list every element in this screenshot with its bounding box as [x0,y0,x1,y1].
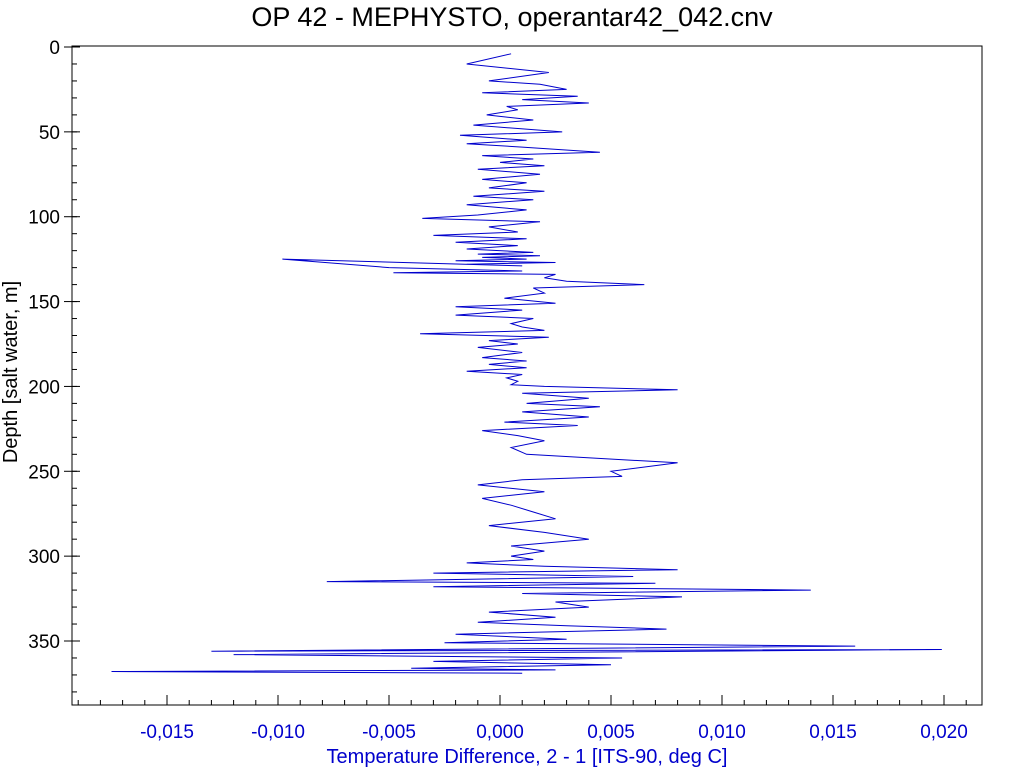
x-tick-label: 0,020 [920,722,968,743]
temperature-difference-line [111,53,942,674]
chart-title: OP 42 - MEPHYSTO, operantar42_042.cnv [251,2,773,32]
y-tick-label: 50 [39,123,60,144]
y-minor-ticks [72,46,77,693]
x-axis-label: Temperature Difference, 2 - 1 [ITS-90, d… [327,746,728,768]
y-tick-label: 300 [28,547,60,568]
y-axis-ticks: 0 50 100 150 200 250 300 350 [28,38,80,653]
y-axis-label: Depth [salt water, m] [0,281,22,463]
x-tick-label: 0,000 [476,722,524,743]
y-tick-label: 0 [49,38,60,59]
y-tick-label: 350 [28,632,60,653]
y-tick-label: 150 [28,293,60,314]
x-axis-ticks: -0,015 -0,010 -0,005 0,000 0,005 0,010 0,015 0,… [140,695,968,743]
x-tick-label: 0,015 [809,722,857,743]
y-tick-label: 100 [28,208,60,229]
x-tick-label: 0,010 [698,722,746,743]
y-tick-label: 250 [28,462,60,483]
x-tick-label: -0,015 [140,722,194,743]
plot-frame [71,45,983,706]
x-tick-label: -0,005 [362,722,416,743]
x-tick-label: -0,010 [251,722,305,743]
x-tick-label: 0,005 [587,722,635,743]
y-tick-label: 200 [28,377,60,398]
